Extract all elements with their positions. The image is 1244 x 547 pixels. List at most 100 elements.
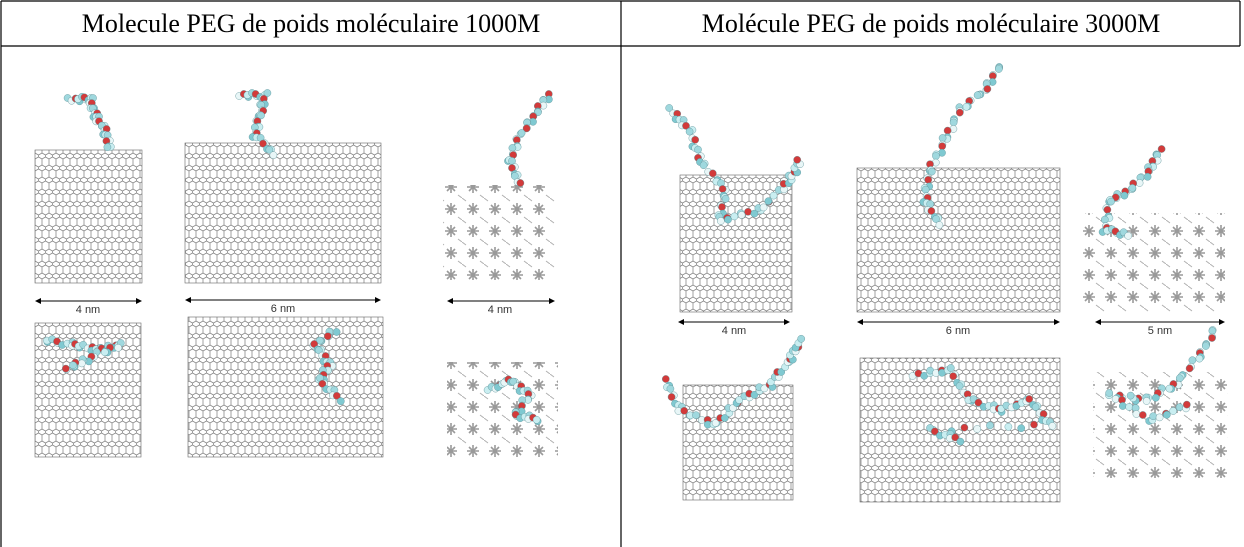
atom xyxy=(961,424,968,431)
atom xyxy=(738,211,745,218)
atom xyxy=(1158,145,1165,152)
atom xyxy=(995,65,1002,72)
atom xyxy=(686,128,693,135)
atom xyxy=(928,168,935,175)
atom xyxy=(956,109,963,116)
atom xyxy=(925,176,932,183)
atom xyxy=(719,185,726,192)
atom xyxy=(69,362,76,369)
atom xyxy=(717,217,724,224)
atom xyxy=(760,204,767,211)
atom xyxy=(724,216,731,223)
atom xyxy=(731,213,738,220)
atom xyxy=(963,103,970,110)
atom xyxy=(936,221,943,228)
atom xyxy=(722,195,729,202)
atom xyxy=(939,134,946,141)
column-header: Molecule PEG de poids moléculaire 1000M xyxy=(82,9,541,38)
atom xyxy=(115,344,122,351)
atom xyxy=(709,170,716,177)
atom xyxy=(1125,232,1132,239)
atom xyxy=(1196,355,1203,362)
atom xyxy=(270,152,277,159)
atom xyxy=(62,365,69,372)
scale-label: 4 nm xyxy=(488,304,512,316)
atom xyxy=(1170,407,1177,414)
scale-label: 4 nm xyxy=(76,304,100,316)
atom xyxy=(986,422,993,429)
atom xyxy=(1176,404,1183,411)
atom xyxy=(932,152,939,159)
atom xyxy=(1208,334,1215,341)
atom xyxy=(718,203,725,210)
atom xyxy=(1049,422,1056,429)
atom xyxy=(1101,216,1108,223)
atom xyxy=(1127,392,1134,399)
atom xyxy=(744,208,751,215)
atom xyxy=(1018,425,1025,432)
atom xyxy=(662,375,669,382)
document: Molecule PEG de poids moléculaire 1000M … xyxy=(0,0,1244,547)
atom xyxy=(1126,403,1133,410)
atom xyxy=(794,156,801,163)
scale-label: 6 nm xyxy=(271,303,295,315)
atom xyxy=(1143,397,1150,404)
atom xyxy=(1139,411,1146,418)
atom xyxy=(692,136,699,143)
atom xyxy=(1144,173,1151,180)
atom xyxy=(950,119,957,126)
atom xyxy=(947,364,954,371)
atom xyxy=(974,425,981,432)
atom xyxy=(1189,357,1196,364)
atom xyxy=(939,143,946,150)
atom xyxy=(104,144,111,151)
atom xyxy=(692,412,699,419)
atom xyxy=(1152,394,1159,401)
atom xyxy=(337,398,344,405)
atom xyxy=(957,438,964,445)
atom xyxy=(1136,179,1143,186)
atom xyxy=(944,127,951,134)
atom xyxy=(1005,423,1012,430)
atom xyxy=(1133,410,1140,417)
atom xyxy=(668,393,675,400)
atom xyxy=(1106,389,1113,396)
atom xyxy=(1183,401,1190,408)
column-header: Molécule PEG de poids moléculaire 3000M xyxy=(702,9,1161,38)
atom xyxy=(1176,375,1183,382)
atom xyxy=(681,407,688,414)
atom xyxy=(1166,385,1173,392)
atom xyxy=(1150,413,1157,420)
atom xyxy=(694,146,701,153)
atom xyxy=(950,373,957,380)
atom xyxy=(78,360,85,367)
atom xyxy=(1104,206,1111,213)
atom xyxy=(984,85,991,92)
atom xyxy=(1163,411,1170,418)
atom xyxy=(533,416,540,423)
atom xyxy=(1119,402,1126,409)
atom xyxy=(101,349,108,356)
atom xyxy=(765,198,772,205)
atom xyxy=(333,328,340,335)
scale-label: 5 nm xyxy=(1148,325,1172,337)
atom xyxy=(798,335,805,342)
atom xyxy=(1121,192,1128,199)
atom xyxy=(1129,184,1136,191)
atom xyxy=(518,129,525,136)
atom xyxy=(1107,198,1114,205)
atom xyxy=(974,92,981,99)
atom xyxy=(517,179,524,186)
scale-label: 4 nm xyxy=(722,325,746,337)
atom xyxy=(956,382,963,389)
scale-label: 6 nm xyxy=(946,325,970,337)
atom xyxy=(700,162,707,169)
atom xyxy=(770,192,777,199)
atom xyxy=(1186,365,1193,372)
atom xyxy=(922,186,929,193)
atom xyxy=(1202,342,1209,349)
atom xyxy=(324,333,331,340)
atom xyxy=(1030,421,1037,428)
atom xyxy=(1156,414,1163,421)
atom xyxy=(667,385,674,392)
